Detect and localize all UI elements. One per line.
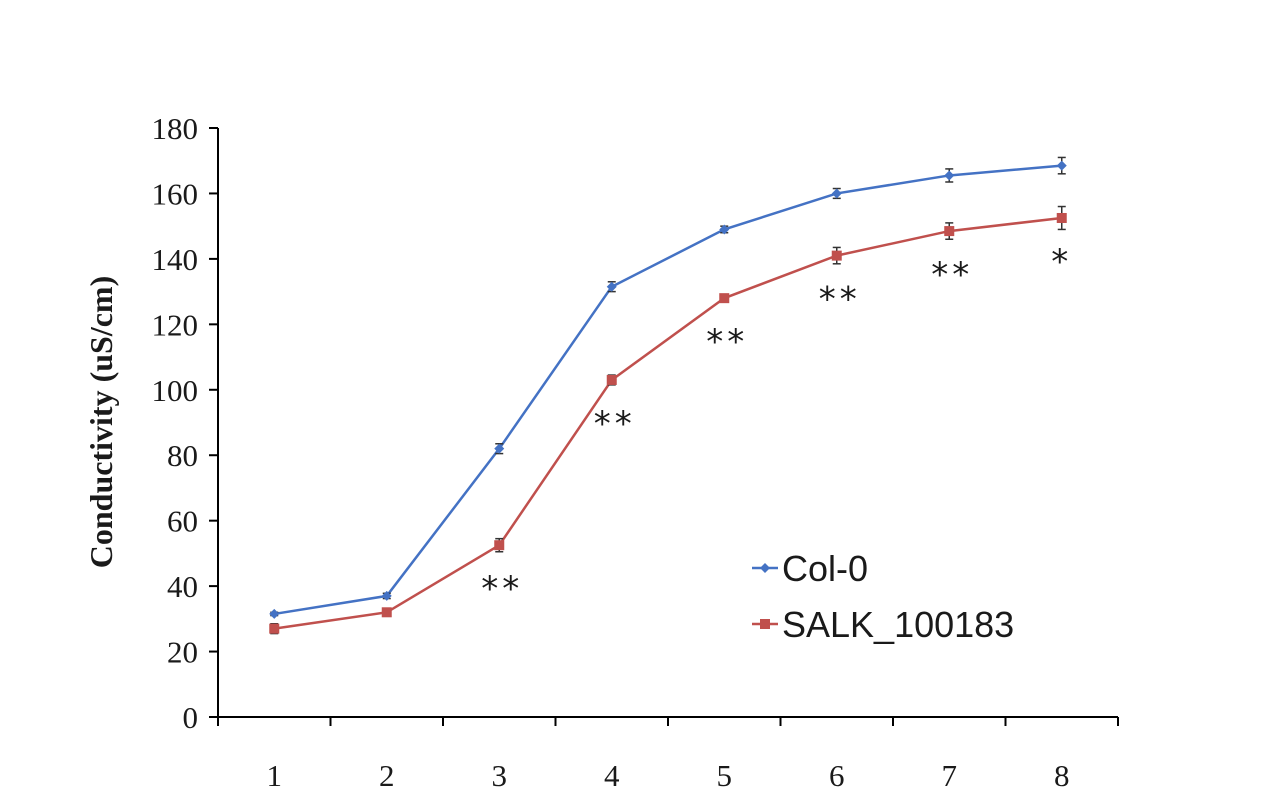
y-tick-label: 40 xyxy=(167,569,198,604)
significance-label: * xyxy=(1051,242,1072,282)
data-point xyxy=(944,226,955,237)
x-tick-label: 6 xyxy=(829,758,845,793)
y-tick-label: 100 xyxy=(152,373,199,408)
data-point xyxy=(944,170,955,181)
data-point xyxy=(606,281,617,292)
significance-label: ** xyxy=(481,569,523,609)
series-line xyxy=(274,164,1062,616)
legend-item: Col-0 xyxy=(752,548,868,589)
data-point xyxy=(1056,160,1067,171)
data-point xyxy=(269,623,280,634)
significance-label: ** xyxy=(706,322,748,362)
y-tick-label: 160 xyxy=(152,176,199,211)
legend: Col-0 SALK_100183 xyxy=(752,548,1014,645)
legend-label: SALK_100183 xyxy=(782,604,1014,645)
y-tick-label: 60 xyxy=(167,504,198,539)
y-tick-label: 0 xyxy=(183,700,199,735)
data-point xyxy=(831,250,842,261)
data-point xyxy=(269,608,280,619)
x-axis: 1 2 3 4 5 6 7 8 xyxy=(217,716,1119,793)
legend-marker xyxy=(760,619,770,629)
series-1 xyxy=(269,156,1067,619)
x-tick-label: 8 xyxy=(1054,758,1070,793)
x-tick-label: 7 xyxy=(942,758,958,793)
significance-annotations: ********** * xyxy=(481,242,1072,609)
legend-marker xyxy=(760,563,770,573)
data-point xyxy=(719,224,730,235)
significance-label: ** xyxy=(594,404,636,444)
y-axis-title: Conductivity (uS/cm) xyxy=(83,276,119,568)
x-tick-label: 1 xyxy=(267,758,283,793)
x-tick-label: 5 xyxy=(717,758,733,793)
data-point xyxy=(381,590,392,601)
y-tick-label: 180 xyxy=(152,111,199,146)
data-point xyxy=(381,607,392,618)
x-tick-label: 2 xyxy=(379,758,395,793)
legend-label: Col-0 xyxy=(782,548,868,589)
series-2 xyxy=(269,205,1067,635)
y-tick-label: 80 xyxy=(167,438,198,473)
series-line xyxy=(274,216,1062,630)
y-tick-label: 120 xyxy=(152,307,199,342)
y-tick-label: 20 xyxy=(167,635,198,670)
significance-label: ** xyxy=(819,280,861,320)
series-layer xyxy=(269,156,1067,635)
data-point xyxy=(1056,212,1067,223)
data-point xyxy=(831,188,842,199)
x-tick-label: 4 xyxy=(604,758,620,793)
legend-item: SALK_100183 xyxy=(752,604,1014,645)
significance-label: ** xyxy=(931,255,973,295)
data-point xyxy=(606,374,617,385)
y-axis: 0 20 40 60 80 100 120 140 160 180 xyxy=(152,111,219,735)
y-tick-label: 140 xyxy=(152,242,199,277)
x-tick-label: 3 xyxy=(492,758,508,793)
data-point xyxy=(494,443,505,454)
data-point xyxy=(494,540,505,551)
data-point xyxy=(719,293,730,304)
